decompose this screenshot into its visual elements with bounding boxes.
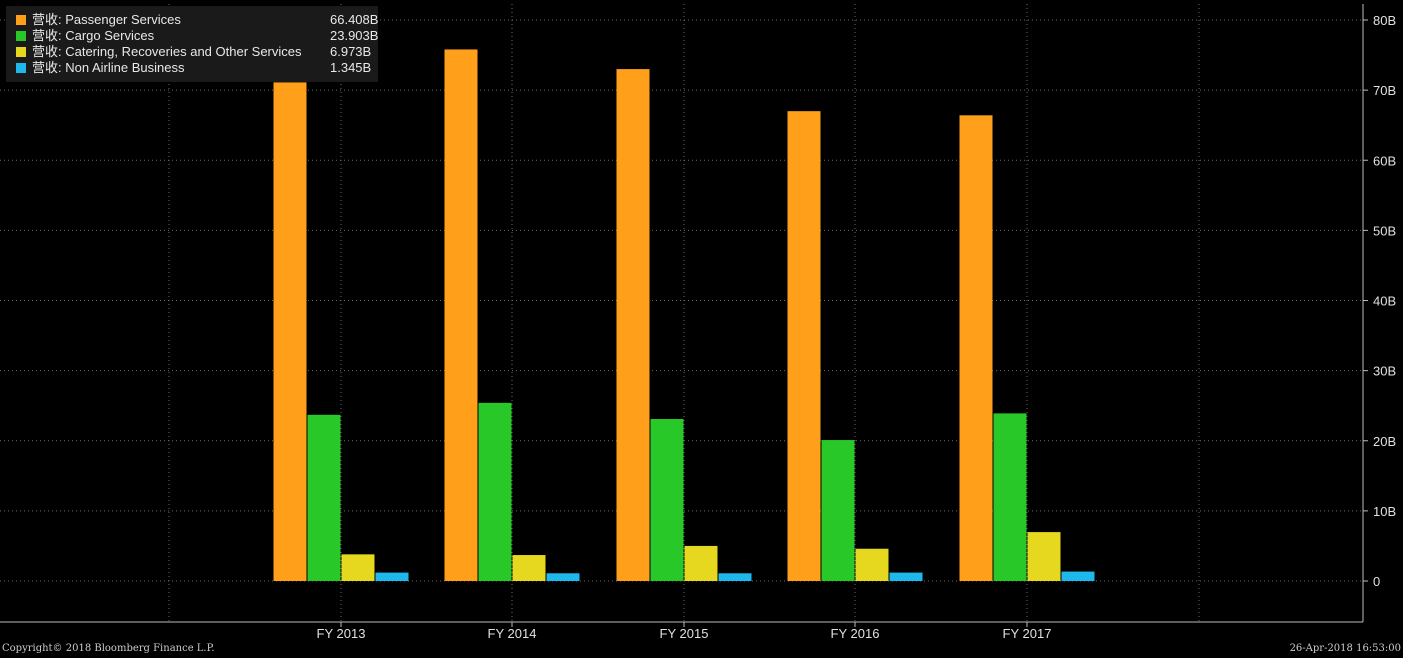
x-tick-label: FY 2015	[660, 626, 709, 641]
legend-item-cargo: 营收: Cargo Services 23.903B	[16, 28, 378, 44]
y-tick-label: 30B	[1373, 364, 1396, 379]
bar-fy-2015-s2	[684, 545, 718, 581]
x-tick-label: FY 2014	[488, 626, 537, 641]
bar-fy-2014-s0	[444, 49, 478, 581]
timestamp-text: 26-Apr-2018 16:53:00	[1289, 643, 1401, 654]
legend-swatch	[16, 63, 26, 73]
bar-fy-2016-s0	[787, 111, 821, 581]
axes: 0 10B 20B 30B 40B 50B 60B 70B 80B FY 2013 FY 2014 F…	[0, 4, 1396, 641]
y-tick-label: 10B	[1373, 504, 1396, 519]
bar-fy-2014-s3	[546, 573, 580, 581]
bar-fy-2013-s2	[341, 554, 375, 581]
x-tick-label: FY 2016	[831, 626, 880, 641]
legend-value: 23.903B	[330, 28, 379, 43]
bar-fy-2016-s2	[855, 548, 889, 581]
bar-fy-2014-s1	[478, 402, 512, 581]
legend: 营收: Passenger Services 66.408B 营收: Cargo…	[6, 6, 378, 82]
x-tick-label: FY 2017	[1003, 626, 1052, 641]
bar-fy-2013-s0	[273, 82, 307, 581]
y-tick-label: 60B	[1373, 153, 1396, 168]
bar-fy-2016-s1	[821, 440, 855, 581]
y-tick-label: 80B	[1373, 13, 1396, 28]
legend-label: 营收: Non Airline Business	[32, 60, 185, 75]
bars	[273, 49, 1095, 582]
bar-fy-2016-s3	[889, 572, 923, 581]
x-tick-label: FY 2013	[317, 626, 366, 641]
bar-fy-2015-s3	[718, 573, 752, 581]
legend-item-catering: 营收: Catering, Recoveries and Other Servi…	[16, 44, 371, 60]
legend-value: 1.345B	[330, 60, 372, 75]
y-tick-label: 50B	[1373, 223, 1396, 238]
legend-value: 66.408B	[330, 12, 379, 27]
bar-fy-2013-s1	[307, 414, 341, 581]
legend-swatch	[16, 15, 26, 25]
bar-fy-2014-s2	[512, 555, 546, 581]
legend-item-passenger: 营收: Passenger Services 66.408B	[16, 12, 378, 28]
y-tick-label: 0	[1373, 574, 1380, 589]
legend-swatch	[16, 47, 26, 57]
legend-label: 营收: Passenger Services	[32, 12, 181, 27]
copyright-text: Copyright© 2018 Bloomberg Finance L.P.	[2, 643, 215, 654]
legend-swatch	[16, 31, 26, 41]
y-tick-label: 40B	[1373, 294, 1396, 309]
bar-fy-2017-s2	[1027, 532, 1061, 581]
bar-fy-2017-s1	[993, 413, 1027, 581]
y-tick-label: 20B	[1373, 434, 1396, 449]
bar-fy-2017-s0	[959, 115, 993, 581]
grid-lines	[0, 4, 1363, 622]
legend-value: 6.973B	[330, 44, 372, 59]
y-tick-label: 70B	[1373, 83, 1396, 98]
bar-fy-2017-s3	[1061, 571, 1095, 581]
legend-item-non-airline: 营收: Non Airline Business 1.345B	[16, 60, 371, 76]
bar-fy-2015-s0	[616, 69, 650, 582]
bar-fy-2015-s1	[650, 419, 684, 581]
legend-label: 营收: Cargo Services	[32, 28, 155, 43]
legend-label: 营收: Catering, Recoveries and Other Servi…	[32, 44, 302, 59]
bar-fy-2013-s3	[375, 572, 409, 581]
